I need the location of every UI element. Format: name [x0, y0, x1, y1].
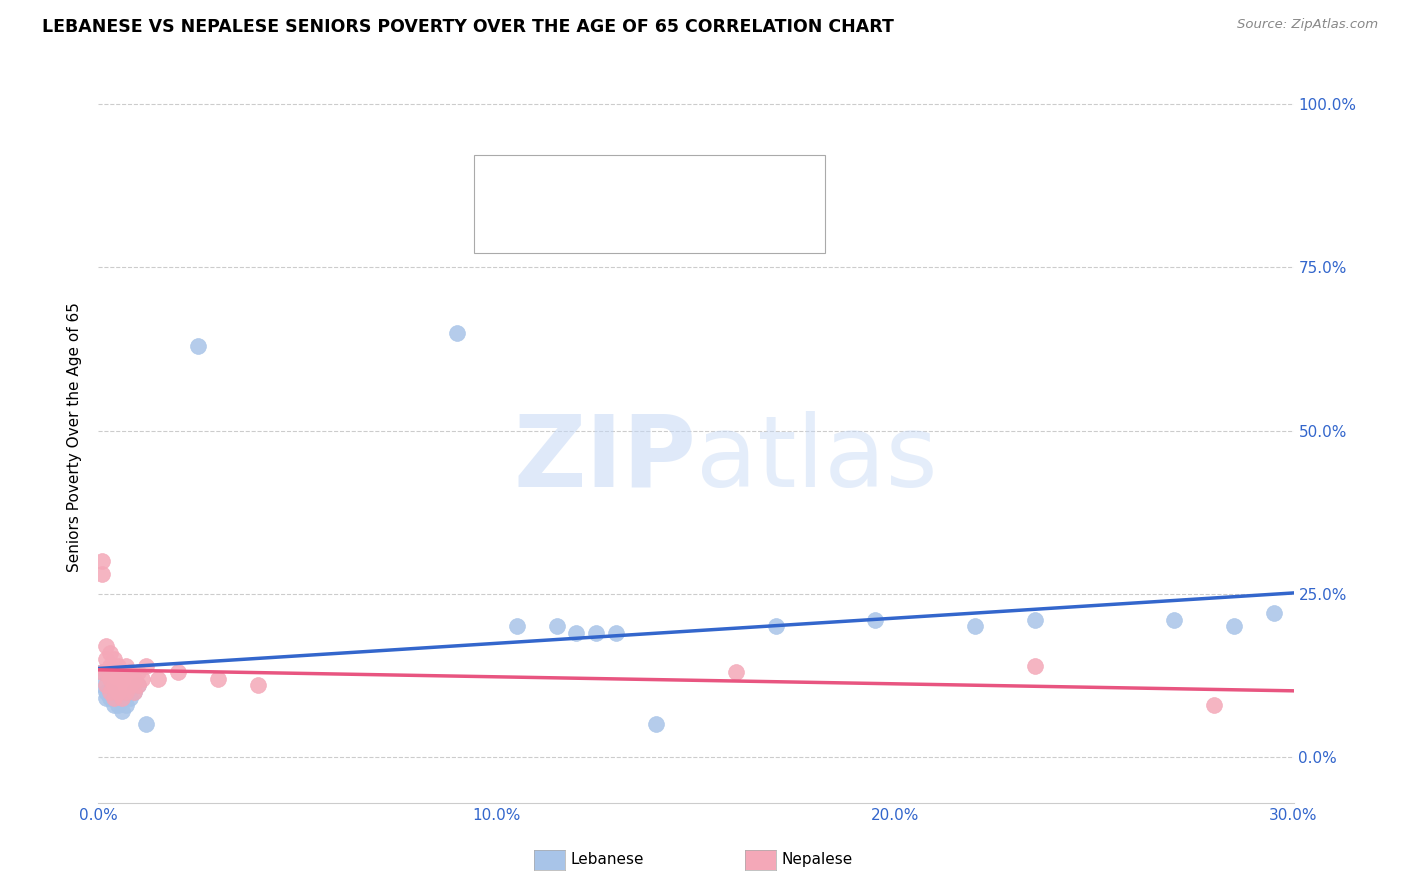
Point — [446, 326, 468, 340]
Point — [100, 685, 122, 699]
Point — [246, 678, 269, 692]
Point — [135, 717, 157, 731]
Point — [1202, 698, 1225, 712]
Point — [111, 691, 134, 706]
Point — [127, 665, 149, 680]
Point — [91, 665, 114, 680]
Point — [127, 678, 149, 692]
Point — [111, 691, 134, 706]
Point — [96, 639, 118, 653]
Text: ZIP: ZIP — [513, 410, 696, 508]
Point — [963, 619, 986, 633]
Point — [645, 717, 668, 731]
Point — [1024, 613, 1046, 627]
Point — [100, 685, 122, 699]
Point — [96, 652, 118, 666]
Point — [103, 698, 125, 712]
Point — [111, 665, 134, 680]
Point — [124, 685, 146, 699]
Point — [91, 678, 114, 692]
Point — [100, 658, 122, 673]
Point — [565, 626, 588, 640]
Point — [585, 626, 607, 640]
Point — [100, 691, 122, 706]
Text: Source: ZipAtlas.com: Source: ZipAtlas.com — [1237, 18, 1378, 31]
Point — [107, 672, 129, 686]
Point — [546, 619, 568, 633]
Point — [120, 691, 142, 706]
Point — [1263, 607, 1285, 621]
Point — [115, 672, 138, 686]
Point — [103, 652, 125, 666]
Point — [127, 678, 149, 692]
Point — [605, 626, 627, 640]
Point — [107, 658, 129, 673]
Point — [120, 678, 142, 692]
Text: R =  0.279    N =  31: R = 0.279 N = 31 — [554, 176, 727, 194]
Point — [120, 665, 142, 680]
Point — [96, 678, 118, 692]
Text: Lebanese: Lebanese — [571, 853, 644, 867]
Point — [131, 672, 153, 686]
Point — [91, 554, 114, 568]
Point — [96, 665, 118, 680]
Point — [91, 567, 114, 582]
Point — [124, 685, 146, 699]
Text: atlas: atlas — [696, 410, 938, 508]
Point — [765, 619, 787, 633]
Point — [187, 339, 209, 353]
Point — [167, 665, 190, 680]
Text: Nepalese: Nepalese — [782, 853, 853, 867]
Point — [124, 672, 146, 686]
Point — [1024, 658, 1046, 673]
Point — [107, 685, 129, 699]
Point — [724, 665, 747, 680]
Point — [506, 619, 529, 633]
Point — [103, 678, 125, 692]
Point — [863, 613, 887, 627]
Point — [115, 698, 138, 712]
Point — [111, 705, 134, 719]
Point — [91, 665, 114, 680]
Point — [115, 658, 138, 673]
Point — [103, 691, 125, 706]
Point — [100, 672, 122, 686]
Point — [96, 691, 118, 706]
Point — [135, 658, 157, 673]
Text: LEBANESE VS NEPALESE SENIORS POVERTY OVER THE AGE OF 65 CORRELATION CHART: LEBANESE VS NEPALESE SENIORS POVERTY OVE… — [42, 18, 894, 36]
Point — [103, 665, 125, 680]
Text: R = -0.180    N =  39: R = -0.180 N = 39 — [554, 214, 727, 232]
Y-axis label: Seniors Poverty Over the Age of 65: Seniors Poverty Over the Age of 65 — [67, 302, 83, 572]
Point — [115, 685, 138, 699]
Point — [111, 678, 134, 692]
Point — [100, 646, 122, 660]
Point — [107, 698, 129, 712]
Point — [103, 691, 125, 706]
Point — [148, 672, 170, 686]
Point — [96, 685, 118, 699]
Point — [1163, 613, 1185, 627]
Point — [1222, 619, 1246, 633]
Point — [207, 672, 229, 686]
